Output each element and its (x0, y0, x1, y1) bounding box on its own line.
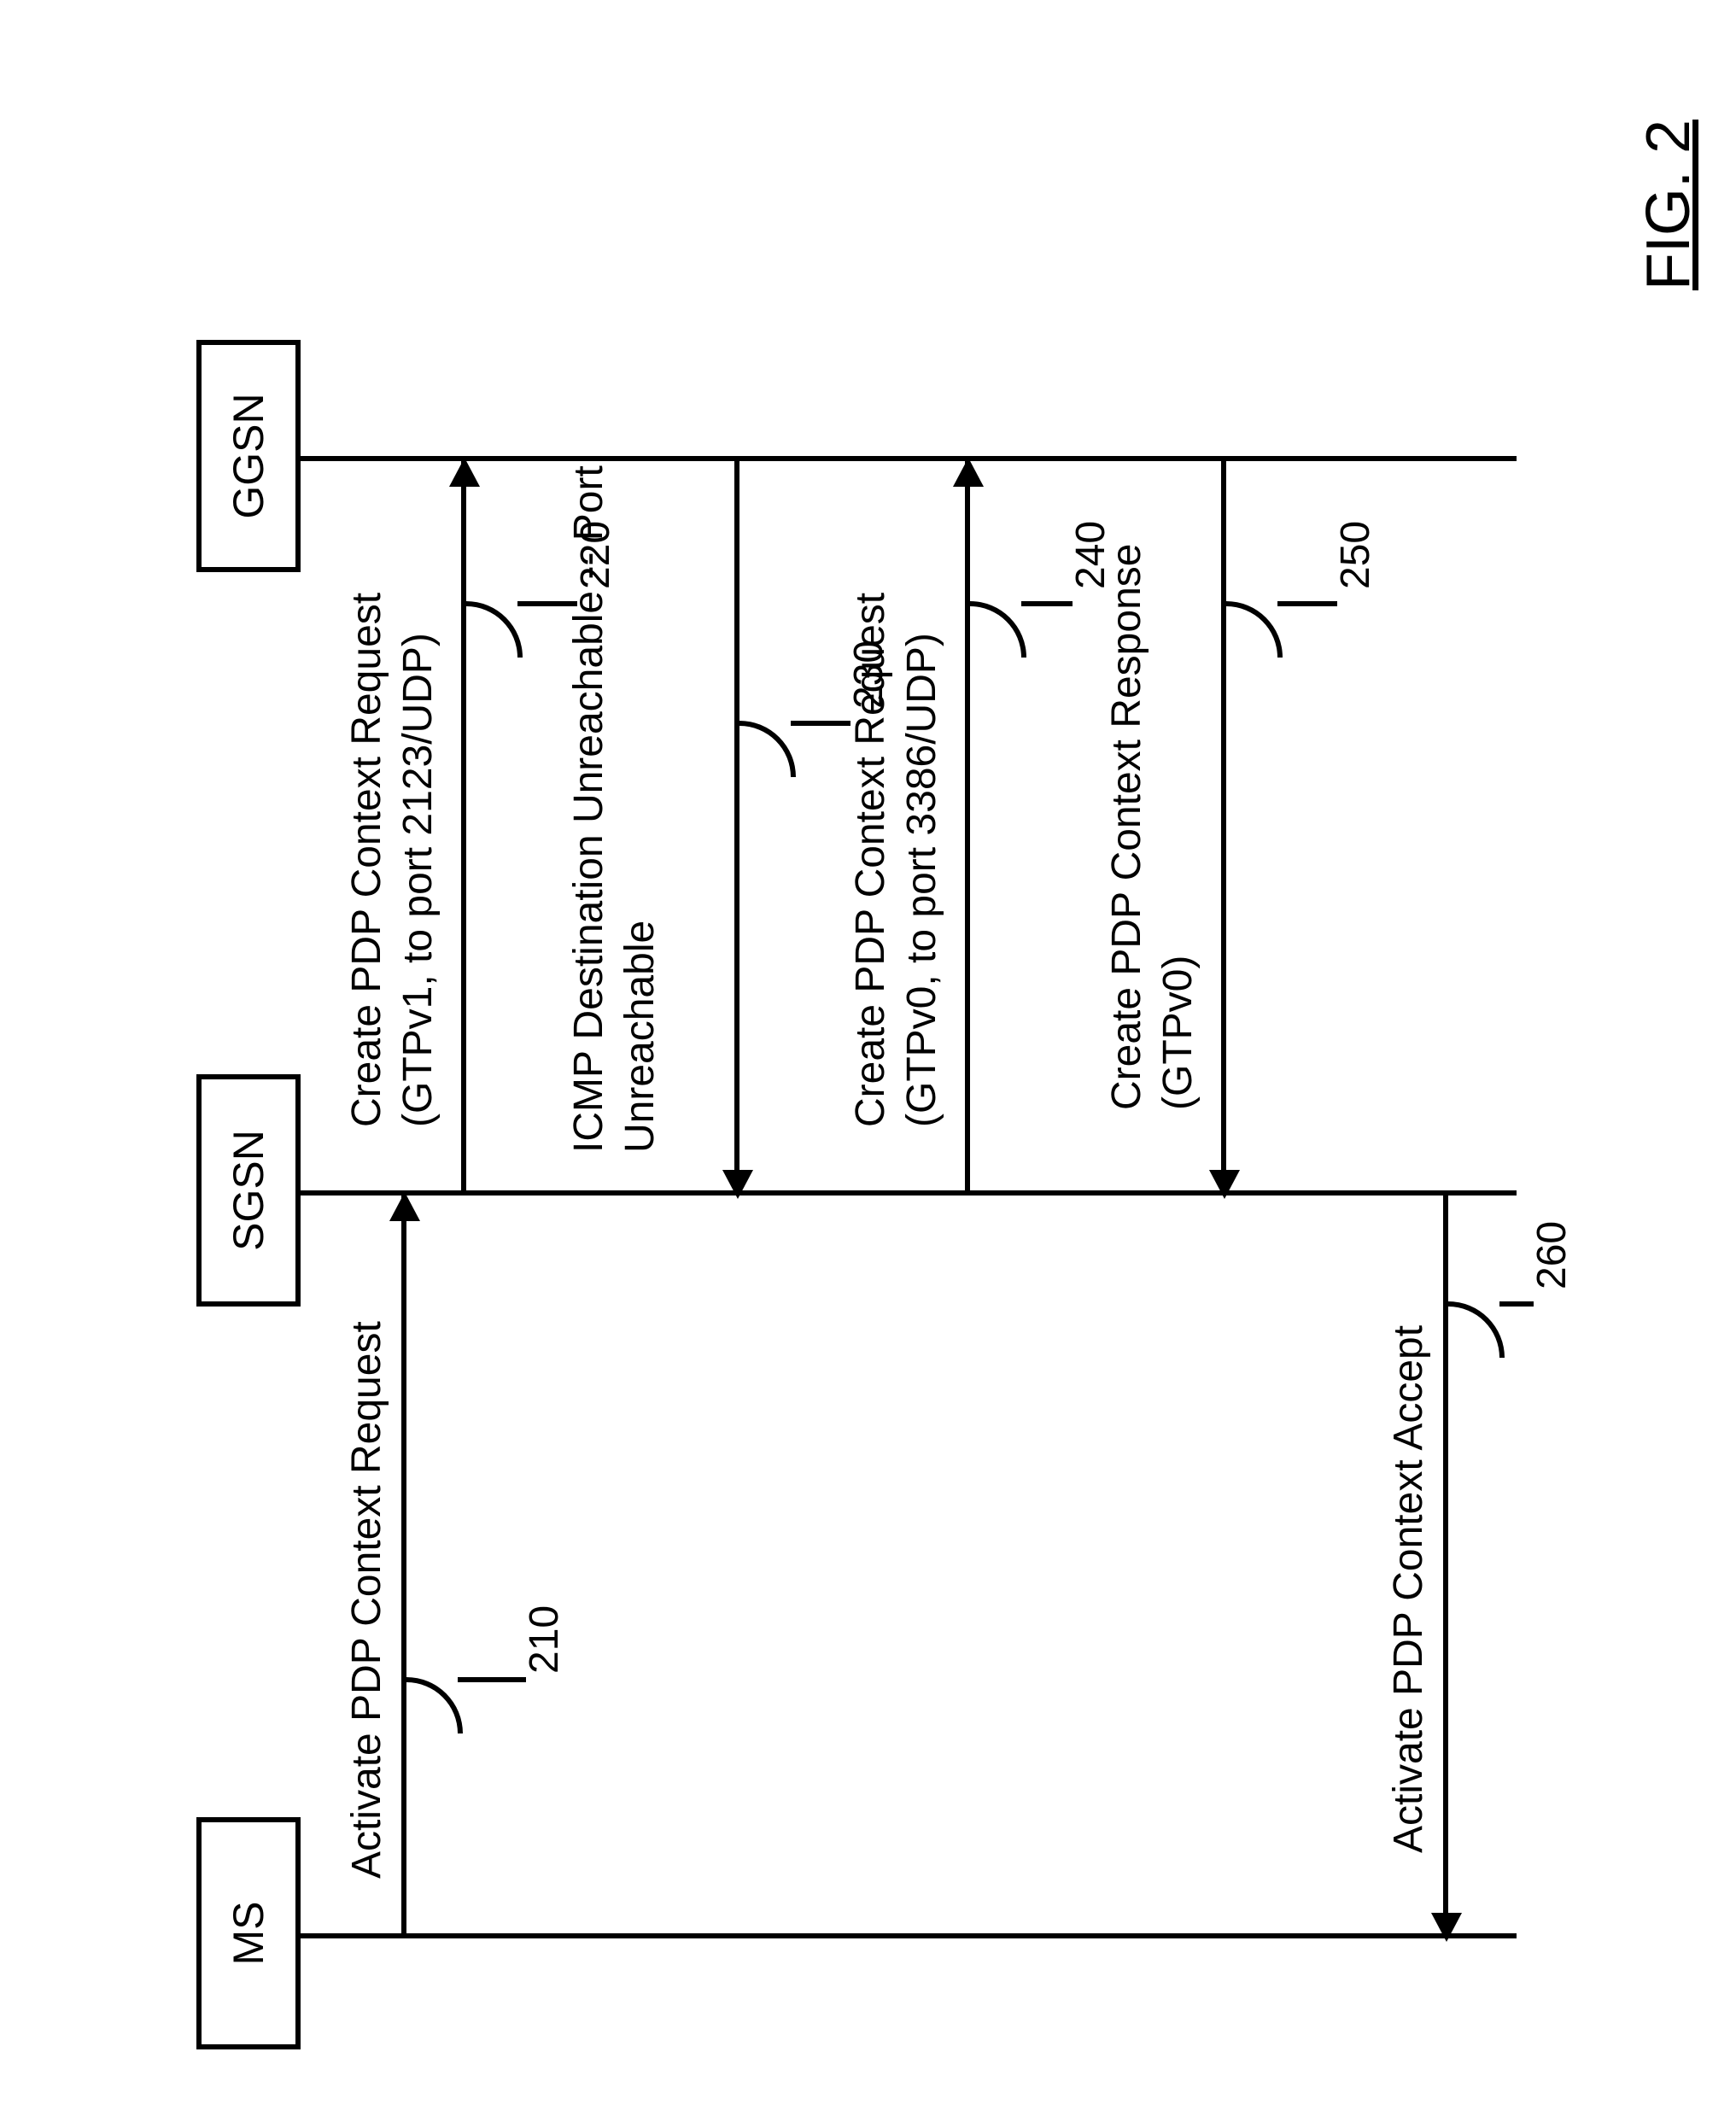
msg-arrow-220 (461, 461, 466, 1196)
lifeline-head-ggsn: GGSN (196, 340, 301, 572)
ref-num-260: 260 (1528, 1221, 1575, 1289)
ref-curve-250 (1226, 601, 1283, 658)
msg-arrow-210 (401, 1196, 406, 1938)
ref-curve-210 (406, 1677, 463, 1733)
page: FIG. 2 MS SGSN GGSN Activate PDP Context… (0, 0, 1736, 2128)
ref-num-250: 250 (1332, 521, 1379, 589)
ref-num-210: 210 (521, 1605, 568, 1674)
ref-tail-230 (791, 721, 850, 726)
msg-arrow-250 (1221, 461, 1226, 1196)
msg-label-230: ICMP Destination Unreachable -- Port Unr… (564, 465, 666, 1153)
figure-caption: FIG. 2 (1634, 120, 1704, 290)
lifeline-label-ms: MS (224, 1902, 273, 1966)
msg-label-210: Activate PDP Context Request (342, 1321, 393, 1879)
msg-arrow-230 (734, 461, 739, 1196)
lifeline-head-sgsn: SGSN (196, 1074, 301, 1307)
msg-label-240: Create PDP Context Request (GTPv0, to po… (845, 593, 948, 1127)
ref-tail-240 (1021, 601, 1073, 606)
lifeline-head-ms: MS (196, 1817, 301, 2049)
ref-curve-230 (739, 721, 796, 777)
msg-arrow-240 (965, 461, 970, 1196)
ref-tail-260 (1499, 1301, 1534, 1307)
ref-curve-240 (970, 601, 1026, 658)
msg-label-220: Create PDP Context Request (GTPv1, to po… (342, 593, 444, 1127)
ref-curve-220 (466, 601, 523, 658)
ref-tail-250 (1277, 601, 1337, 606)
ref-curve-260 (1448, 1301, 1505, 1358)
lifeline-sgsn (295, 1190, 1517, 1196)
lifeline-label-sgsn: SGSN (224, 1130, 273, 1251)
msg-label-250: Create PDP Context Response (GTPv0) (1102, 544, 1204, 1110)
lifeline-ms (295, 1933, 1517, 1938)
lifeline-label-ggsn: GGSN (224, 393, 273, 518)
sequence-diagram: MS SGSN GGSN Activate PDP Context Reques… (196, 196, 1528, 1990)
msg-label-260: Activate PDP Context Accept (1383, 1325, 1435, 1853)
ref-tail-210 (458, 1677, 526, 1682)
